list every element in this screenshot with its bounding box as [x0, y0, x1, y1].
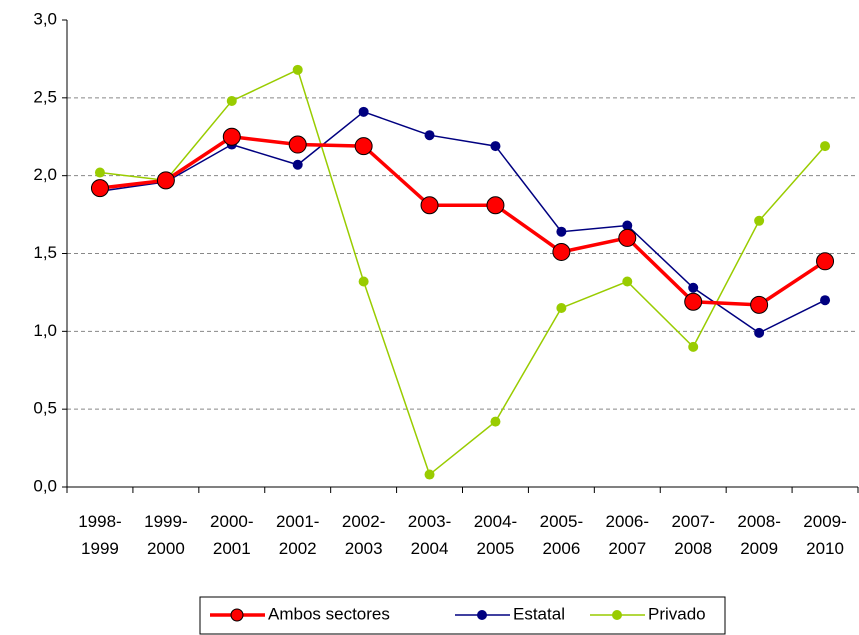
x-tick-label-line: 2006	[542, 539, 580, 558]
series-line	[99, 110, 826, 334]
x-tick-label-line: 2003-	[408, 512, 451, 531]
x-tick-label-line: 2002-	[342, 512, 385, 531]
x-tick-label: 2002- 2003	[342, 512, 385, 558]
data-point	[222, 127, 241, 146]
data-point	[420, 196, 439, 215]
x-tick-label-line: 2009-	[803, 512, 846, 531]
legend-marker	[477, 610, 487, 620]
x-tick-label-line: 2006-	[606, 512, 649, 531]
data-point	[156, 171, 175, 190]
y-tick-label: 0,5	[33, 399, 57, 418]
data-point	[750, 295, 769, 314]
x-tick-label: 2005- 2006	[540, 512, 583, 558]
data-point	[688, 341, 699, 352]
data-point	[816, 252, 835, 271]
x-tick-label-line: 2004-	[474, 512, 517, 531]
data-point	[556, 302, 567, 313]
data-point	[292, 159, 303, 170]
x-tick-label-line: 2007	[608, 539, 646, 558]
data-point	[820, 295, 831, 306]
data-point	[424, 469, 435, 480]
data-point	[490, 141, 501, 152]
data-point	[358, 276, 369, 287]
x-tick-label-line: 2004	[411, 539, 449, 558]
y-tick-label: 1,0	[33, 321, 57, 340]
data-point	[288, 135, 307, 154]
legend-label: Ambos sectores	[268, 604, 390, 623]
data-point	[684, 292, 703, 311]
data-point	[820, 141, 831, 152]
x-tick-label: 2001- 2002	[276, 512, 319, 558]
x-tick-label-line: 2005-	[540, 512, 583, 531]
x-tick-label: 1998- 1999	[78, 512, 121, 558]
x-tick-label-line: 2000-	[210, 512, 253, 531]
x-tick-label-line: 2000	[147, 539, 185, 558]
legend-marker	[612, 610, 622, 620]
x-tick-label: 2006- 2007	[606, 512, 649, 558]
x-tick-label-line: 2008-	[737, 512, 780, 531]
legend-label: Estatal	[513, 604, 565, 623]
data-point	[94, 167, 105, 178]
x-tick-label-line: 1998-	[78, 512, 121, 531]
x-tick-label-line: 2009	[740, 539, 778, 558]
x-tick-label-line: 2010	[806, 539, 844, 558]
data-point	[90, 179, 109, 198]
x-tick-label-line: 2008	[674, 539, 712, 558]
x-tick-label: 2003- 2004	[408, 512, 451, 558]
data-point	[754, 327, 765, 338]
data-point	[424, 130, 435, 141]
data-point	[688, 282, 699, 293]
x-tick-label-line: 1999-	[144, 512, 187, 531]
x-tick-label-line: 2002	[279, 539, 317, 558]
data-point	[358, 106, 369, 117]
x-tick-label-line: 2001	[213, 539, 251, 558]
series-line	[99, 68, 826, 476]
x-tick-label: 2000- 2001	[210, 512, 253, 558]
y-tick-label: 2,0	[33, 165, 57, 184]
y-tick-label: 0,0	[33, 476, 57, 495]
x-tick-label-line: 2001-	[276, 512, 319, 531]
legend-marker	[230, 608, 244, 622]
x-tick-label: 2004- 2005	[474, 512, 517, 558]
series-line	[99, 134, 827, 307]
data-point	[552, 242, 571, 261]
data-point	[486, 196, 505, 215]
x-tick-label: 2009- 2010	[803, 512, 846, 558]
x-tick-label-line: 2007-	[671, 512, 714, 531]
y-tick-label: 3,0	[33, 9, 57, 28]
data-point	[292, 64, 303, 75]
x-tick-label-line: 1999	[81, 539, 119, 558]
y-tick-label: 2,5	[33, 87, 57, 106]
x-tick-label: 2007- 2008	[671, 512, 714, 558]
data-point	[622, 220, 633, 231]
y-tick-label: 1,5	[33, 243, 57, 262]
data-point	[556, 226, 567, 237]
data-point	[618, 228, 637, 247]
legend-label: Privado	[648, 604, 706, 623]
data-point	[354, 137, 373, 156]
data-point	[226, 95, 237, 106]
data-point	[622, 276, 633, 287]
x-tick-label: 2008- 2009	[737, 512, 780, 558]
x-tick-label-line: 2005	[477, 539, 515, 558]
x-tick-label: 1999- 2000	[144, 512, 187, 558]
data-point	[754, 215, 765, 226]
data-point	[490, 416, 501, 427]
x-tick-label-line: 2003	[345, 539, 383, 558]
